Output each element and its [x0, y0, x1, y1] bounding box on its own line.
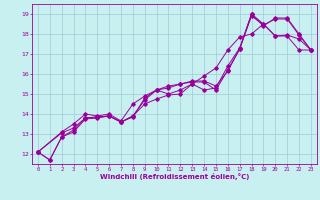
- X-axis label: Windchill (Refroidissement éolien,°C): Windchill (Refroidissement éolien,°C): [100, 173, 249, 180]
